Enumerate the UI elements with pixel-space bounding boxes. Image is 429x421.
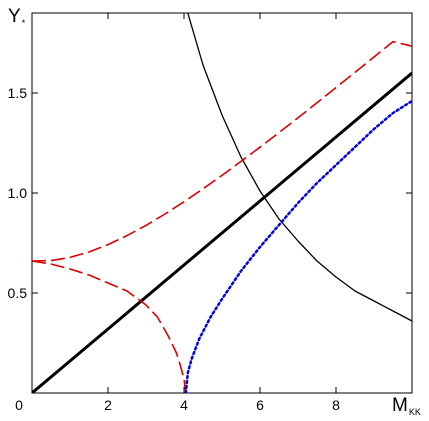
y-tick-label: 1.0 [8,185,28,201]
series-line-5 [184,99,412,393]
x-tick-label: 6 [256,397,264,413]
x-axis-title: MKK [392,395,421,417]
y-axis-title-main: Y [8,6,21,27]
tick-marks [31,13,412,393]
x-tick-label: 8 [332,397,340,413]
x-tick-label: 4 [180,397,188,413]
x-tick-label: 0 [15,397,23,413]
y-tick-label: 0.5 [8,285,28,301]
y-tick-label: 1.5 [8,85,28,101]
series-line-1 [32,71,412,393]
tick-labels: 0 2 4 6 8 0.5 1.0 1.5 [8,85,341,413]
x-axis-title-subscript: KK [409,407,421,417]
x-axis-title-main: M [392,395,408,416]
series-line-4 [32,260,187,393]
plot-frame [31,12,413,394]
x-tick-label: 2 [104,397,112,413]
series-line-2 [187,13,412,322]
y-axis-title: Y* [8,6,26,28]
plot-area [32,13,412,393]
y-axis-title-subscript: * [22,18,26,28]
series-line-3 [32,40,412,262]
